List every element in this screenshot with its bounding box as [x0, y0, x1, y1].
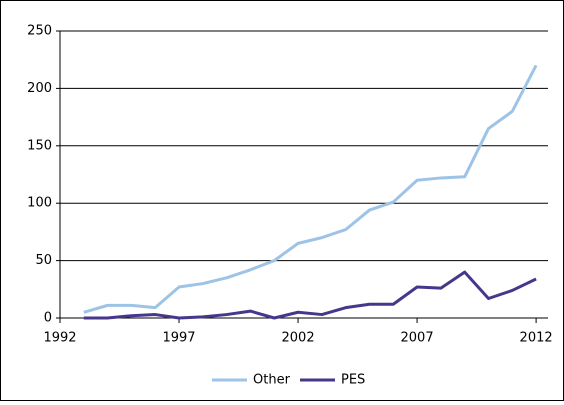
series-line [83, 270, 537, 320]
y-tick-label: 50 [35, 253, 52, 268]
x-tick-label: 2007 [401, 331, 434, 346]
y-tick-label: 200 [27, 81, 52, 96]
x-tick-label: 2002 [282, 331, 315, 346]
y-tick-label: 150 [27, 138, 52, 153]
y-tick-label: 250 [27, 24, 52, 39]
y-tick-label: 100 [27, 196, 52, 211]
y-tick-label: 0 [44, 311, 52, 326]
x-tick-label: 2012 [520, 331, 553, 346]
series-line [83, 64, 538, 314]
legend-label: Other [253, 373, 291, 388]
x-tick-label: 1992 [43, 331, 76, 346]
x-tick-label: 1997 [162, 331, 195, 346]
legend-label: PES [341, 373, 365, 388]
